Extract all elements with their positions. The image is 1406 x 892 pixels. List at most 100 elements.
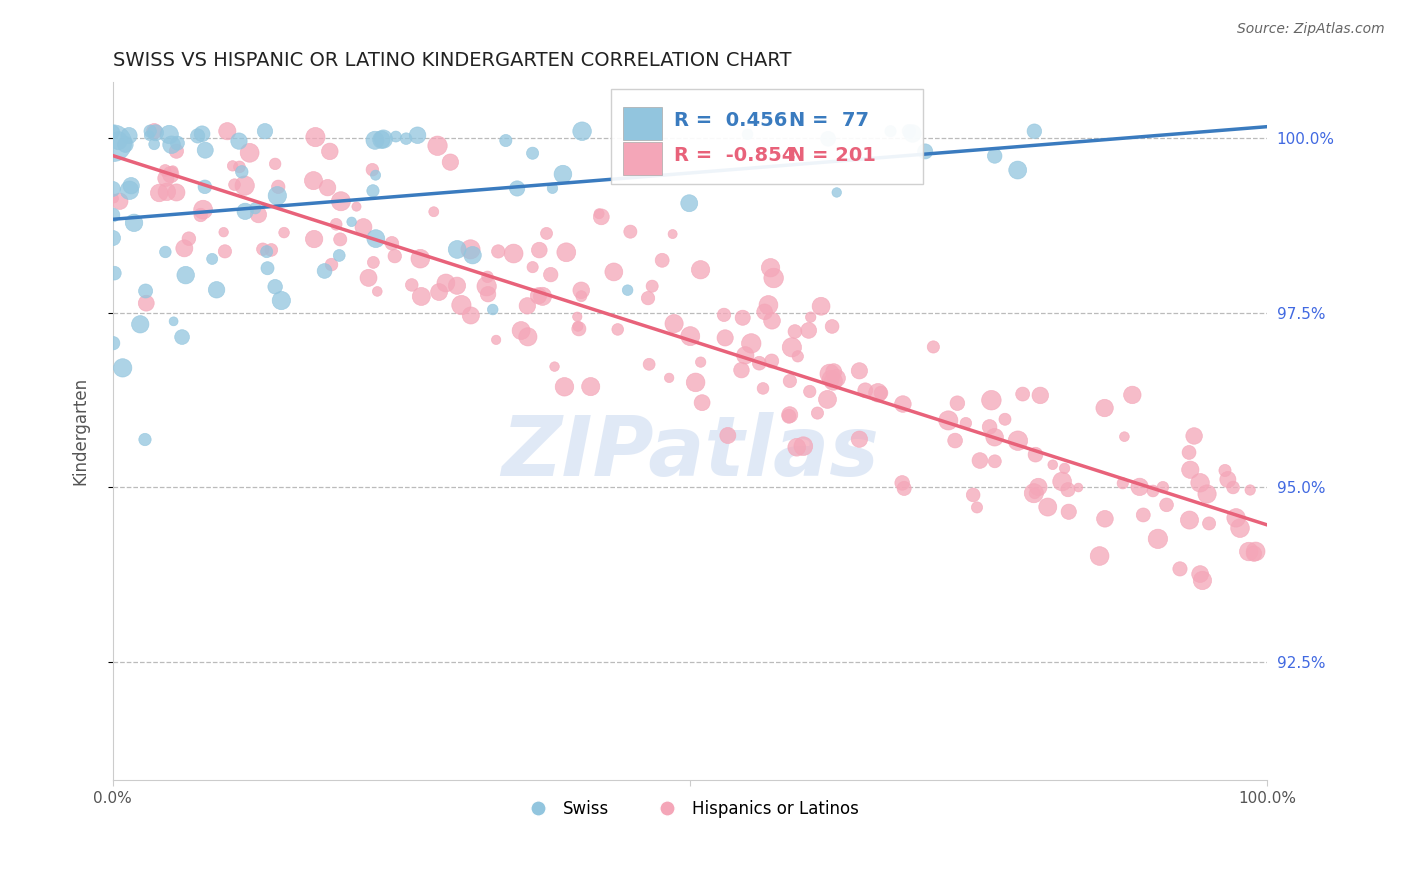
Point <box>173 241 195 255</box>
Point <box>247 208 270 222</box>
Point <box>1112 476 1135 491</box>
Point <box>434 276 457 290</box>
Point <box>101 231 124 245</box>
Point <box>256 244 278 259</box>
Point <box>1197 487 1219 501</box>
Point <box>384 249 406 263</box>
Point <box>477 287 499 301</box>
Text: N =  77: N = 77 <box>789 112 869 130</box>
Point <box>143 124 166 138</box>
Point <box>253 124 276 138</box>
Point <box>603 265 626 279</box>
Point <box>823 365 845 379</box>
Point <box>329 232 352 246</box>
Point <box>364 133 387 147</box>
Point <box>381 236 404 251</box>
Point <box>439 155 461 169</box>
Point <box>502 246 524 260</box>
Point <box>329 194 352 209</box>
Point <box>983 430 1005 444</box>
Point <box>568 322 591 336</box>
Point <box>786 440 808 454</box>
Point <box>1088 549 1111 563</box>
Point <box>737 128 759 142</box>
Point <box>820 372 842 386</box>
Point <box>302 173 325 187</box>
Point <box>516 330 538 344</box>
Point <box>103 266 125 280</box>
Point <box>541 181 564 195</box>
Point <box>190 208 212 222</box>
Point <box>713 308 735 322</box>
Point <box>316 180 339 194</box>
Point <box>411 289 433 303</box>
Point <box>979 420 1001 434</box>
Point <box>1239 483 1261 497</box>
Point <box>385 129 408 144</box>
Point <box>1229 521 1251 535</box>
Point <box>135 284 157 298</box>
Point <box>212 225 235 239</box>
Point <box>825 371 848 385</box>
Point <box>778 409 800 424</box>
Point <box>191 127 214 141</box>
Point <box>1129 480 1152 494</box>
Point <box>304 130 326 145</box>
Point <box>551 167 574 181</box>
Point <box>481 302 503 317</box>
Point <box>118 183 141 197</box>
Point <box>156 185 179 199</box>
Point <box>678 196 700 211</box>
Point <box>516 299 538 313</box>
Point <box>980 393 1002 408</box>
Point <box>409 252 432 266</box>
Point <box>734 348 756 362</box>
Point <box>983 149 1005 163</box>
Point <box>1022 486 1045 500</box>
Point <box>174 268 197 282</box>
Point <box>160 137 183 152</box>
Point <box>946 396 969 410</box>
Point <box>759 260 782 275</box>
Point <box>302 232 325 246</box>
Point <box>224 178 246 192</box>
Point <box>267 179 290 194</box>
Point <box>321 258 343 272</box>
Point <box>758 298 780 312</box>
Y-axis label: Kindergarten: Kindergarten <box>72 377 89 485</box>
Point <box>231 165 253 179</box>
Point <box>522 260 544 274</box>
Point <box>606 322 628 336</box>
Point <box>1189 475 1212 490</box>
Point <box>1042 458 1064 472</box>
Point <box>543 359 565 374</box>
Text: N = 201: N = 201 <box>789 146 876 165</box>
Point <box>1029 388 1052 402</box>
Point <box>363 255 385 269</box>
Point <box>1180 463 1202 477</box>
Point <box>446 243 468 257</box>
Point <box>364 168 387 182</box>
Point <box>540 268 562 282</box>
Point <box>730 363 752 377</box>
Point <box>239 145 262 160</box>
Point <box>662 317 685 331</box>
Point <box>486 244 509 259</box>
Point <box>346 200 368 214</box>
Point <box>191 202 214 217</box>
Point <box>103 192 125 206</box>
Point <box>817 392 839 407</box>
Point <box>1168 562 1191 576</box>
Point <box>1067 481 1090 495</box>
Point <box>148 186 170 200</box>
Point <box>891 397 914 411</box>
Point <box>138 128 160 143</box>
Point <box>810 299 832 313</box>
Point <box>361 184 384 198</box>
Point <box>752 381 775 395</box>
Point <box>460 243 482 257</box>
Point <box>870 386 893 401</box>
Point <box>1156 498 1178 512</box>
Point <box>194 143 217 157</box>
Point <box>1121 388 1143 402</box>
